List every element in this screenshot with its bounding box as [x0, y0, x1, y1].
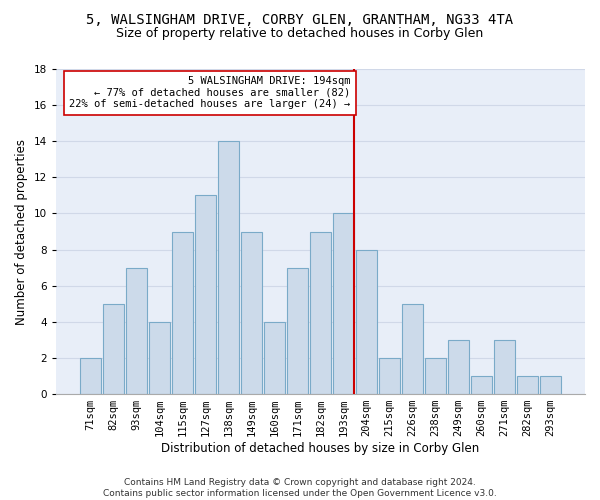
Bar — [310, 232, 331, 394]
Bar — [172, 232, 193, 394]
Bar — [402, 304, 423, 394]
Bar — [379, 358, 400, 394]
Bar — [149, 322, 170, 394]
Bar — [264, 322, 285, 394]
Text: Size of property relative to detached houses in Corby Glen: Size of property relative to detached ho… — [116, 28, 484, 40]
Bar — [80, 358, 101, 394]
Bar — [425, 358, 446, 394]
Bar — [448, 340, 469, 394]
Bar — [333, 214, 354, 394]
Bar — [494, 340, 515, 394]
Text: 5, WALSINGHAM DRIVE, CORBY GLEN, GRANTHAM, NG33 4TA: 5, WALSINGHAM DRIVE, CORBY GLEN, GRANTHA… — [86, 12, 514, 26]
Bar — [540, 376, 561, 394]
Bar — [356, 250, 377, 394]
Bar — [471, 376, 492, 394]
Y-axis label: Number of detached properties: Number of detached properties — [15, 138, 28, 324]
Bar — [517, 376, 538, 394]
Bar — [218, 141, 239, 394]
Bar — [126, 268, 146, 394]
Bar — [241, 232, 262, 394]
Text: Contains HM Land Registry data © Crown copyright and database right 2024.
Contai: Contains HM Land Registry data © Crown c… — [103, 478, 497, 498]
Bar — [287, 268, 308, 394]
X-axis label: Distribution of detached houses by size in Corby Glen: Distribution of detached houses by size … — [161, 442, 479, 455]
Bar — [103, 304, 124, 394]
Bar — [195, 196, 215, 394]
Text: 5 WALSINGHAM DRIVE: 194sqm
← 77% of detached houses are smaller (82)
22% of semi: 5 WALSINGHAM DRIVE: 194sqm ← 77% of deta… — [69, 76, 350, 110]
